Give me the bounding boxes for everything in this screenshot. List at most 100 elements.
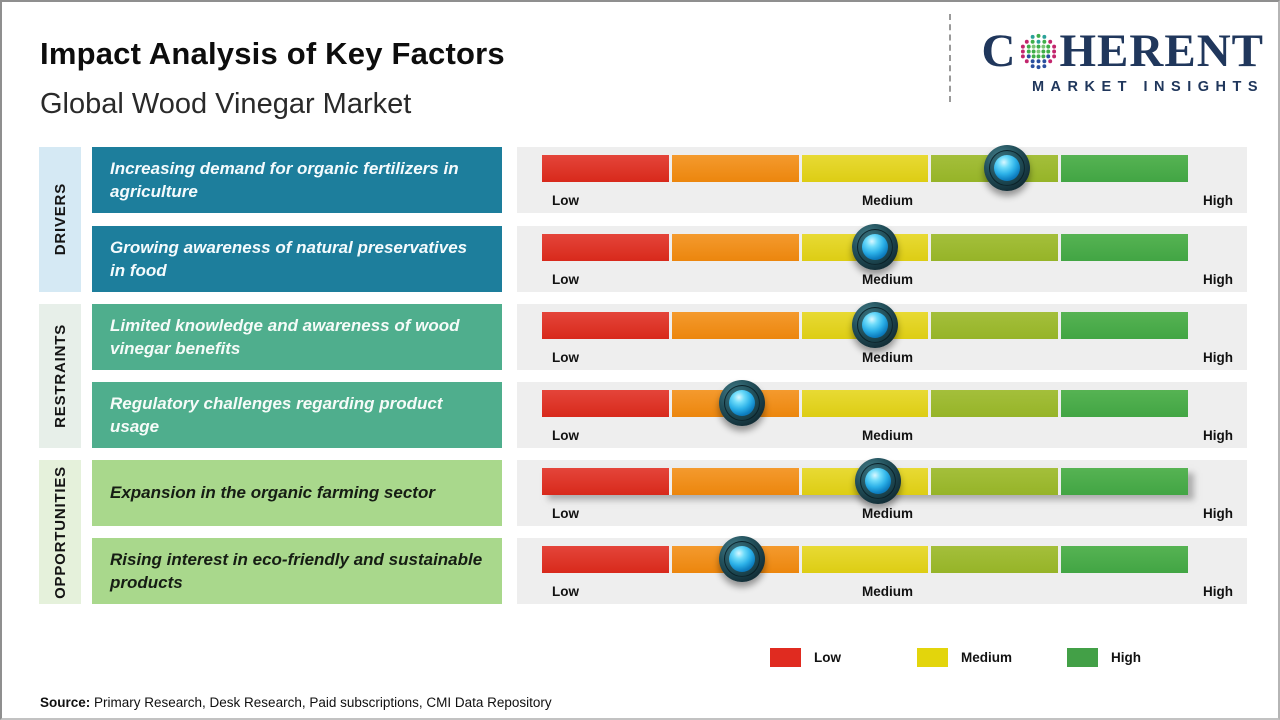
scale-label-high: High [1203, 428, 1233, 443]
factor-box: Limited knowledge and awareness of wood … [92, 304, 502, 370]
bar-segment-olive [931, 312, 1059, 339]
factor-box: Growing awareness of natural preservativ… [92, 226, 502, 292]
scale-label-high: High [1203, 350, 1233, 365]
impact-scale-panel: Low Medium High [517, 145, 1247, 213]
impact-scale-panel: Low Medium High [517, 536, 1247, 604]
scale-label-medium: Medium [861, 272, 914, 287]
legend-item-medium: Medium [917, 648, 1012, 667]
impact-gradient-bar [542, 468, 1188, 495]
bar-segment-red [542, 468, 669, 495]
brand-letters-rest: HERENT [1059, 25, 1264, 77]
bar-segment-green [1061, 468, 1188, 495]
impact-gradient-bar [542, 390, 1188, 417]
impact-scale-panel: Low Medium High [517, 380, 1247, 448]
scale-label-medium: Medium [861, 350, 914, 365]
source-label: Source: [40, 695, 91, 710]
source-text: Primary Research, Desk Research, Paid su… [90, 695, 552, 710]
category-label-restraints: RESTRAINTS [51, 324, 69, 428]
factor-box: Rising interest in eco-friendly and sust… [92, 538, 502, 604]
bar-segment-olive [931, 234, 1059, 261]
factor-box: Increasing demand for organic fertilizer… [92, 147, 502, 213]
bar-segment-green [1061, 390, 1188, 417]
scale-label-low: Low [552, 350, 579, 365]
impact-scale-panel: Low Medium High [517, 224, 1247, 292]
bar-segment-red [542, 546, 669, 573]
scale-label-high: High [1203, 506, 1233, 521]
impact-gradient-bar [542, 155, 1188, 182]
page-subtitle: Global Wood Vinegar Market [40, 88, 412, 120]
legend-swatch-medium [917, 648, 948, 667]
factor-text: Regulatory challenges regarding product … [110, 393, 443, 436]
scale-label-low: Low [552, 584, 579, 599]
scale-label-low: Low [552, 272, 579, 287]
brand-letter-c: C [981, 25, 1017, 77]
factor-text: Limited knowledge and awareness of wood … [110, 315, 460, 358]
scale-labels: Low Medium High [542, 350, 1233, 366]
legend-label-medium: Medium [961, 650, 1013, 665]
scale-labels: Low Medium High [542, 428, 1233, 444]
bar-segment-red [542, 312, 669, 339]
impact-slider-knob[interactable] [851, 302, 898, 348]
dotted-globe-icon [1020, 33, 1056, 70]
category-tab-restraints: RESTRAINTS [39, 304, 81, 448]
category-tab-drivers: DRIVERS [39, 147, 81, 292]
bar-segment-green [1061, 155, 1188, 182]
scale-label-high: High [1203, 584, 1233, 599]
legend-label-high: High [1111, 650, 1141, 665]
legend-swatch-high [1067, 648, 1098, 667]
legend-item-low: Low [770, 648, 841, 667]
scale-labels: Low Medium High [542, 506, 1233, 522]
impact-gradient-bar [542, 312, 1188, 339]
bar-segment-orange [671, 468, 799, 495]
scale-label-low: Low [552, 193, 579, 208]
impact-scale-panel: Low Medium High [517, 458, 1247, 526]
scale-label-low: Low [552, 428, 579, 443]
legend-item-high: High [1067, 648, 1141, 667]
impact-slider-knob[interactable] [851, 224, 898, 270]
factor-text: Rising interest in eco-friendly and sust… [110, 549, 483, 592]
scale-label-medium: Medium [861, 584, 914, 599]
bar-segment-orange [671, 234, 799, 261]
bar-segment-orange [671, 155, 799, 182]
impact-slider-knob[interactable] [854, 458, 901, 504]
bar-segment-orange [671, 312, 799, 339]
bar-segment-yellow [801, 546, 929, 573]
factor-text: Growing awareness of natural preservativ… [110, 237, 468, 280]
impact-scale-panel: Low Medium High [517, 302, 1247, 370]
brand-logo: C HERENT MARKET INSIGHTS [970, 28, 1264, 96]
impact-slider-knob[interactable] [719, 380, 766, 426]
legend-label-low: Low [814, 650, 841, 665]
bar-segment-red [542, 390, 669, 417]
bar-segment-yellow [801, 390, 929, 417]
scale-labels: Low Medium High [542, 584, 1233, 600]
brand-wordmark: C HERENT [970, 28, 1264, 75]
bar-segment-green [1061, 312, 1188, 339]
impact-gradient-bar [542, 546, 1188, 573]
bar-segment-olive [931, 546, 1059, 573]
bar-segment-red [542, 234, 669, 261]
scale-label-low: Low [552, 506, 579, 521]
scale-label-high: High [1203, 193, 1233, 208]
scale-label-medium: Medium [861, 506, 914, 521]
page-title: Impact Analysis of Key Factors [40, 36, 505, 71]
bar-segment-olive [931, 390, 1059, 417]
bar-segment-olive [931, 468, 1059, 495]
scale-labels: Low Medium High [542, 272, 1233, 288]
scale-label-high: High [1203, 272, 1233, 287]
bar-segment-green [1061, 546, 1188, 573]
legend-swatch-low [770, 648, 801, 667]
scale-label-medium: Medium [861, 193, 914, 208]
impact-slider-knob[interactable] [984, 145, 1031, 191]
category-tab-opportunities: OPPORTUNITIES [39, 460, 81, 604]
impact-slider-knob[interactable] [719, 536, 766, 582]
category-label-opportunities: OPPORTUNITIES [51, 465, 69, 599]
logo-divider-dashed-line [949, 14, 951, 102]
scale-labels: Low Medium High [542, 193, 1233, 209]
source-note: Source: Primary Research, Desk Research,… [40, 695, 552, 710]
factor-text: Increasing demand for organic fertilizer… [110, 158, 459, 201]
category-label-drivers: DRIVERS [51, 183, 69, 256]
brand-subtext: MARKET INSIGHTS [1031, 79, 1264, 95]
bar-segment-green [1061, 234, 1188, 261]
factor-text: Expansion in the organic farming sector [110, 483, 435, 503]
